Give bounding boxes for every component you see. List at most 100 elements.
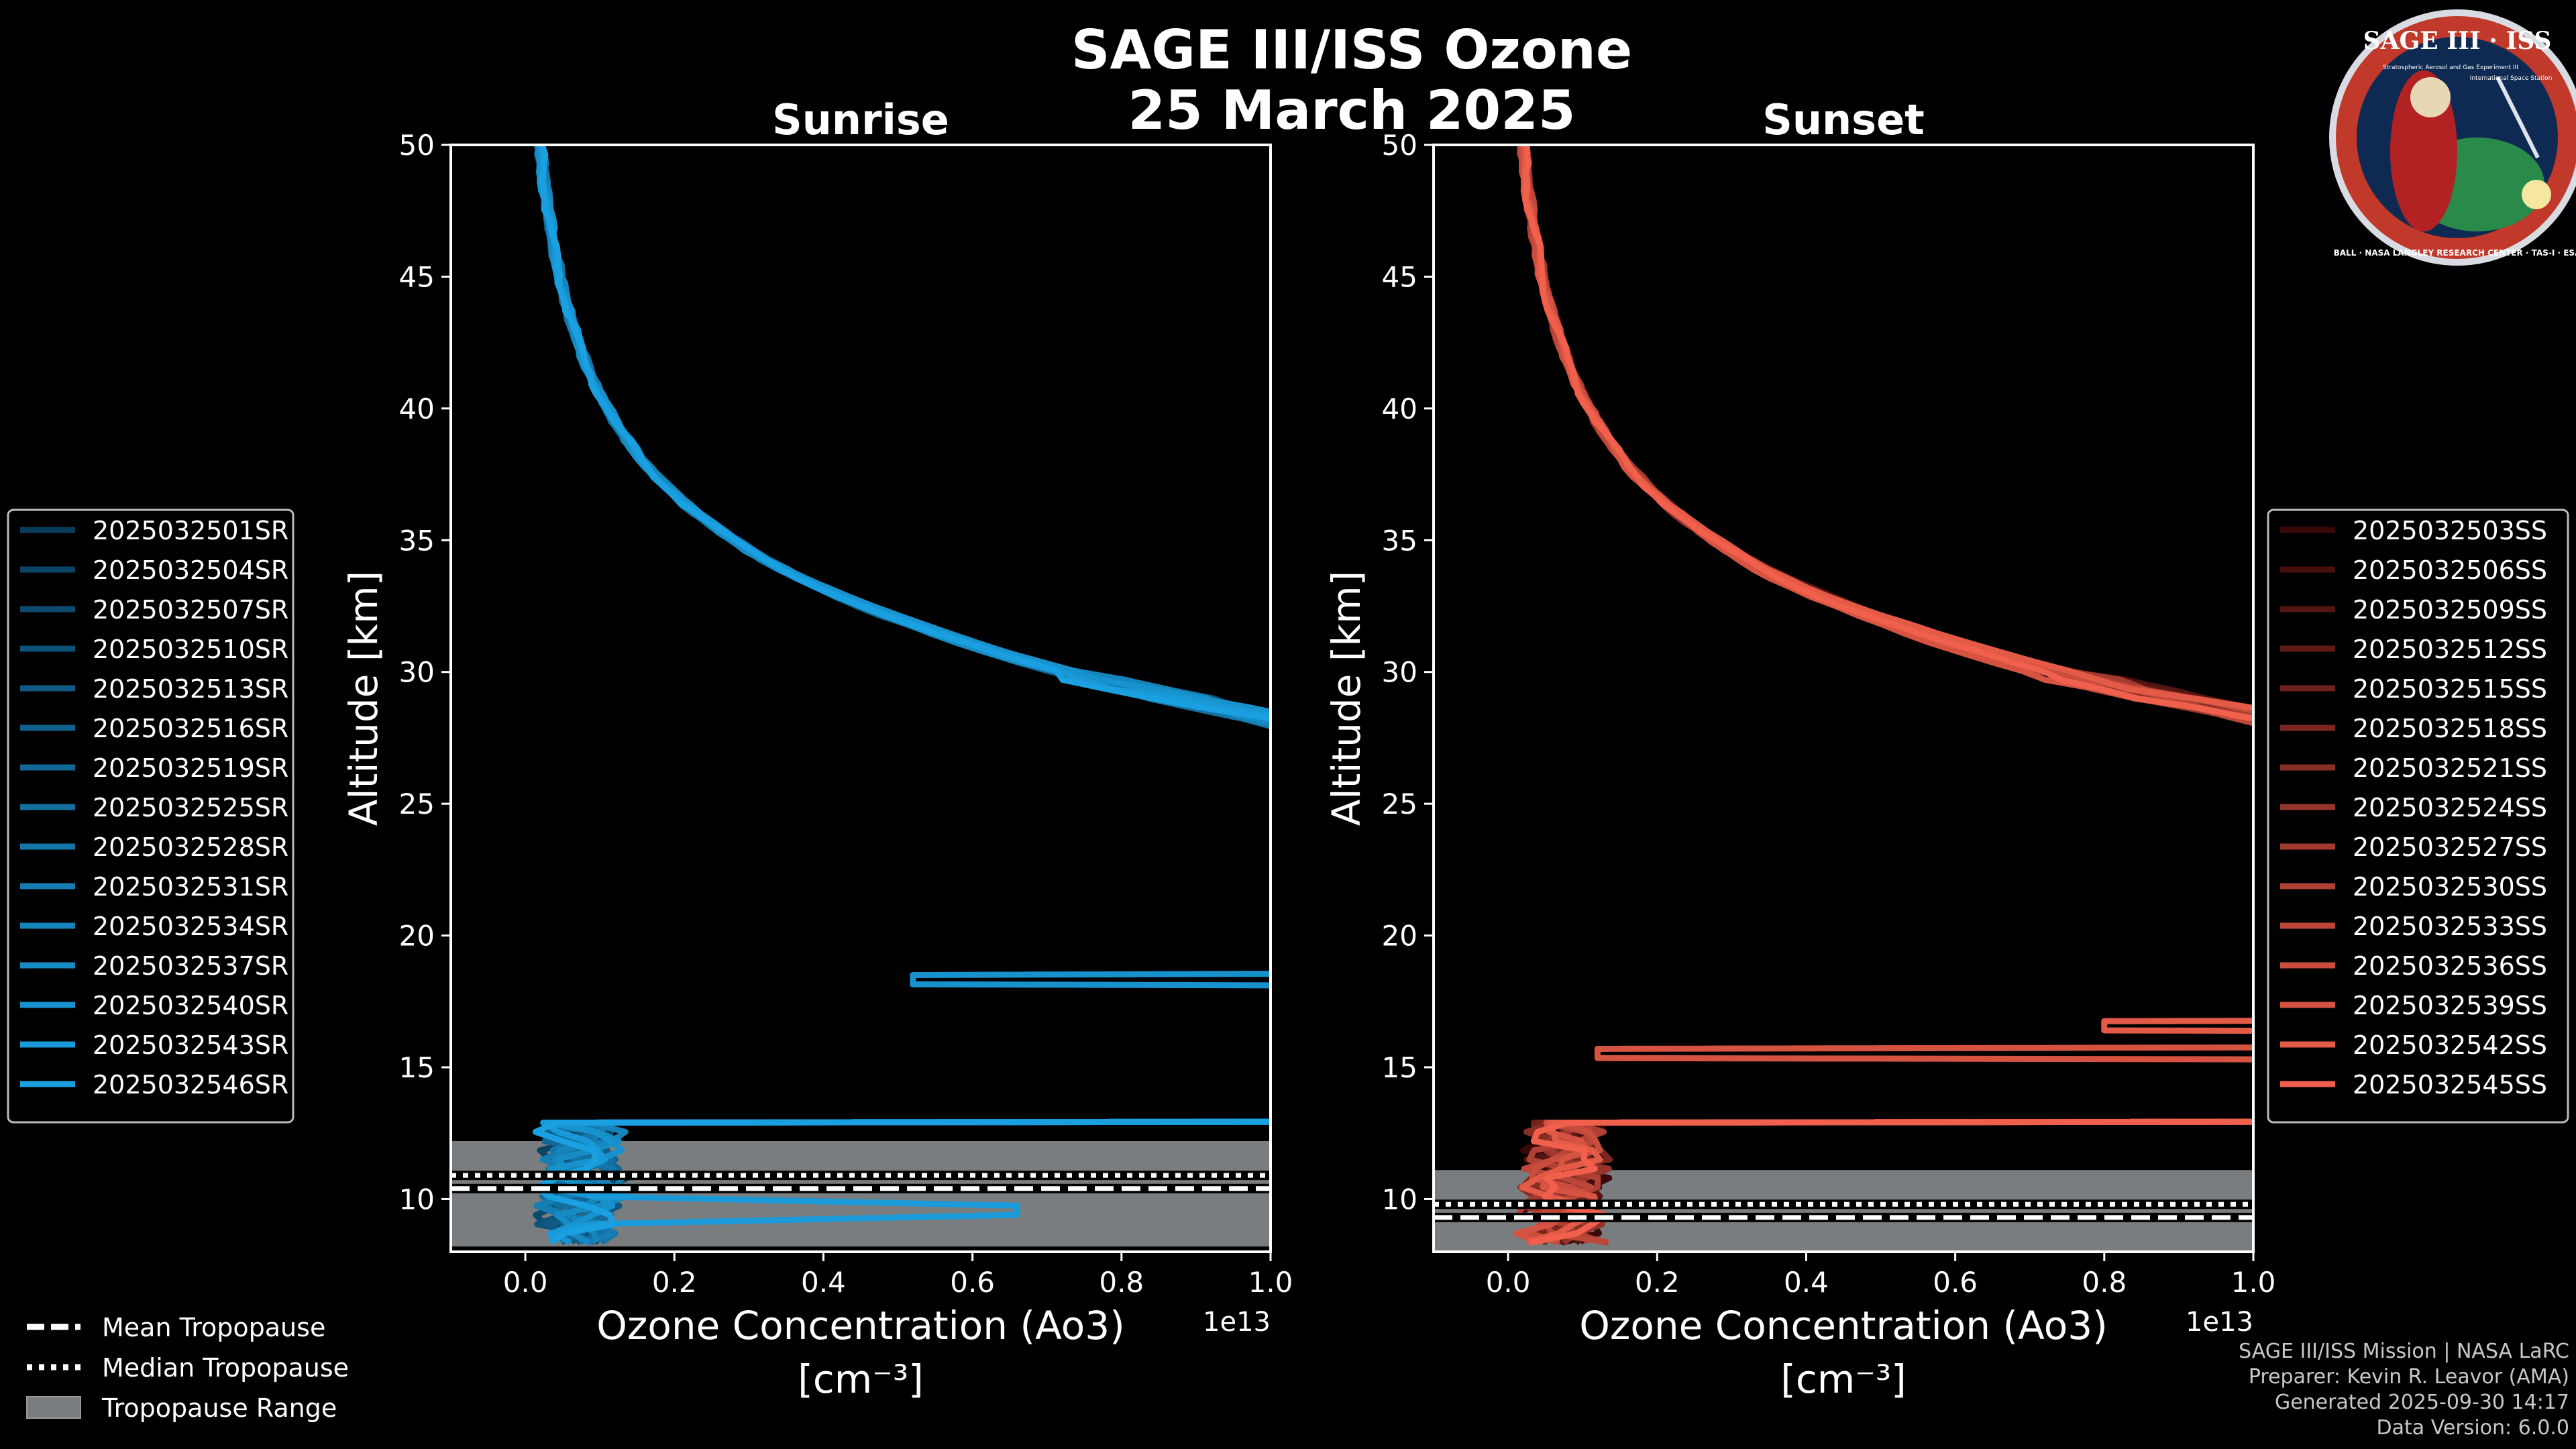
legend-entry-2025032533SS: 2025032533SS bbox=[2353, 912, 2547, 941]
x-offset-label: 1e13 bbox=[2186, 1307, 2253, 1338]
plot-frame bbox=[449, 144, 1272, 1253]
x-tick-label: 1.0 bbox=[1248, 1266, 1293, 1299]
mean-tropopause-label: Mean Tropopause bbox=[102, 1313, 325, 1342]
legend-entry-2025032509SS: 2025032509SS bbox=[2353, 595, 2547, 625]
legend-entry-2025032530SS: 2025032530SS bbox=[2353, 872, 2547, 902]
y-tick-label: 35 bbox=[1382, 524, 1417, 557]
y-tick-label: 15 bbox=[399, 1051, 435, 1084]
mission-logo: SAGE III · ISS Stratospheric Aerosol and… bbox=[2329, 9, 2576, 266]
logo-subtitle: Stratospheric Aerosol and Gas Experiment… bbox=[2383, 64, 2518, 71]
tropopause-range-label: Tropopause Range bbox=[101, 1393, 337, 1423]
x-tick-label: 0.0 bbox=[503, 1266, 548, 1299]
y-tick-label: 40 bbox=[399, 392, 435, 425]
legend-entry-2025032519SR: 2025032519SR bbox=[93, 753, 288, 783]
legend-entry-2025032539SS: 2025032539SS bbox=[2353, 991, 2547, 1020]
y-tick-label: 15 bbox=[1382, 1051, 1417, 1084]
legend-entry-2025032518SS: 2025032518SS bbox=[2353, 714, 2547, 743]
figure-head-icon bbox=[2410, 77, 2451, 117]
legend-entry-2025032512SS: 2025032512SS bbox=[2353, 635, 2547, 664]
x-tick-label: 0.6 bbox=[1933, 1266, 1978, 1299]
sunrise-panel: 0.0 0.2 0.4 0.6 0.8 1.0 10 15 20 25 30 35 40 45 50 1e13… bbox=[341, 95, 1293, 1402]
sunrise-legend: 2025032501SR 2025032504SR 2025032507SR 2025… bbox=[7, 508, 294, 1124]
x-axis-label: Ozone Concentration (Ao3) bbox=[596, 1303, 1125, 1348]
credits-line-4: Data Version: 6.0.0 bbox=[2376, 1416, 2569, 1440]
x-tick-label: 0.8 bbox=[1099, 1266, 1144, 1299]
title-line-2: 25 March 2025 bbox=[1128, 79, 1576, 142]
y-tick-label: 45 bbox=[399, 260, 435, 293]
legend-entry-2025032537SR: 2025032537SR bbox=[93, 951, 288, 981]
legend-entry-2025032513SR: 2025032513SR bbox=[93, 674, 288, 704]
credits-block: SAGE III/ISS Mission | NASA LaRC Prepare… bbox=[2239, 1339, 2569, 1441]
y-tick-label: 25 bbox=[1382, 788, 1417, 820]
sunset-legend: 2025032503SS 2025032506SS 2025032509SS 2025… bbox=[2267, 508, 2569, 1124]
logo-subtitle-2: International Space Station bbox=[2470, 75, 2553, 82]
panel-title: Sunrise bbox=[772, 95, 949, 144]
x-axis-units: [cm⁻³] bbox=[1780, 1356, 1907, 1402]
legend-entry-2025032528SR: 2025032528SR bbox=[93, 833, 288, 862]
legend-entry-2025032525SR: 2025032525SR bbox=[93, 793, 288, 822]
credits-line-1: SAGE III/ISS Mission | NASA LaRC bbox=[2239, 1340, 2569, 1363]
profile-lines bbox=[532, 145, 1271, 1246]
iss-icon bbox=[2496, 76, 2540, 159]
logo-ring-text: BALL · NASA LANGLEY RESEARCH CENTER · TA… bbox=[2334, 248, 2576, 258]
y-tick-label: 45 bbox=[1382, 260, 1417, 293]
panel-title: Sunset bbox=[1762, 95, 1925, 144]
y-tick-label: 10 bbox=[1382, 1183, 1417, 1216]
y-tick-label: 50 bbox=[1382, 129, 1417, 162]
sunset-panel: 0.0 0.2 0.4 0.6 0.8 1.0 10 15 20 25 30 35 40 45 50 1e13… bbox=[1324, 95, 2276, 1402]
tropopause-legend: Mean Tropopause Median Tropopause Tropop… bbox=[26, 1313, 349, 1423]
y-tick-label: 35 bbox=[399, 524, 435, 557]
legend-entry-2025032546SR: 2025032546SR bbox=[93, 1070, 288, 1099]
legend-entry-2025032507SR: 2025032507SR bbox=[93, 595, 288, 625]
title-line-1: SAGE III/ISS Ozone bbox=[1071, 19, 1633, 81]
x-axis-units: [cm⁻³] bbox=[798, 1356, 924, 1402]
x-offset-label: 1e13 bbox=[1203, 1307, 1271, 1338]
y-axis-label: Altitude [km] bbox=[341, 571, 386, 826]
y-tick-label: 30 bbox=[399, 656, 435, 689]
x-tick-label: 0.2 bbox=[1635, 1266, 1680, 1299]
y-tick-label: 40 bbox=[1382, 392, 1417, 425]
legend-entry-2025032543SR: 2025032543SR bbox=[93, 1030, 288, 1060]
x-tick-label: 0.8 bbox=[2082, 1266, 2127, 1299]
legend-entry-2025032504SR: 2025032504SR bbox=[93, 555, 288, 585]
legend-frame bbox=[2267, 508, 2569, 1124]
legend-entry-2025032542SS: 2025032542SS bbox=[2353, 1030, 2547, 1060]
credits-line-3: Generated 2025-09-30 14:17 bbox=[2274, 1391, 2569, 1414]
x-axis-label: Ozone Concentration (Ao3) bbox=[1579, 1303, 2108, 1348]
legend-entry-2025032531SR: 2025032531SR bbox=[93, 872, 288, 902]
x-tick-label: 0.6 bbox=[950, 1266, 995, 1299]
credits-line-2: Preparer: Kevin R. Leavor (AMA) bbox=[2248, 1365, 2569, 1389]
x-tick-label: 0.2 bbox=[652, 1266, 697, 1299]
legend-entry-2025032521SS: 2025032521SS bbox=[2353, 753, 2547, 783]
legend-entry-2025032540SR: 2025032540SR bbox=[93, 991, 288, 1020]
profile-line-2025032545SS bbox=[1522, 145, 2253, 1246]
y-axis-label: Altitude [km] bbox=[1324, 571, 1369, 826]
x-tick-label: 0.4 bbox=[801, 1266, 846, 1299]
plot-frame bbox=[1432, 144, 2255, 1253]
legend-entry-2025032501SR: 2025032501SR bbox=[93, 516, 288, 545]
x-tick-label: 1.0 bbox=[2231, 1266, 2276, 1299]
legend-entry-2025032510SR: 2025032510SR bbox=[93, 635, 288, 664]
median-tropopause-label: Median Tropopause bbox=[102, 1353, 349, 1383]
sun-icon bbox=[2522, 180, 2551, 209]
profile-lines bbox=[1513, 145, 2253, 1246]
x-tick-label: 0.4 bbox=[1784, 1266, 1829, 1299]
profile-line-2025032546SR bbox=[532, 145, 1271, 1246]
y-tick-label: 10 bbox=[399, 1183, 435, 1216]
legend-frame bbox=[7, 508, 294, 1124]
legend-entry-2025032515SS: 2025032515SS bbox=[2353, 674, 2547, 704]
legend-entry-2025032536SS: 2025032536SS bbox=[2353, 951, 2547, 981]
logo-title: SAGE III · ISS bbox=[2363, 27, 2552, 55]
legend-entry-2025032503SS: 2025032503SS bbox=[2353, 516, 2547, 545]
y-tick-label: 25 bbox=[399, 788, 435, 820]
legend-entry-2025032506SS: 2025032506SS bbox=[2353, 555, 2547, 585]
y-tick-label: 30 bbox=[1382, 656, 1417, 689]
x-tick-label: 0.0 bbox=[1486, 1266, 1531, 1299]
figure-title: SAGE III/ISS Ozone 25 March 2025 bbox=[0, 20, 2576, 141]
legend-entry-2025032524SS: 2025032524SS bbox=[2353, 793, 2547, 822]
legend-entry-2025032534SR: 2025032534SR bbox=[93, 912, 288, 941]
tropopause-range-swatch bbox=[26, 1396, 81, 1419]
y-tick-label: 50 bbox=[399, 129, 435, 162]
legend-entry-2025032545SS: 2025032545SS bbox=[2353, 1070, 2547, 1099]
legend-entry-2025032527SS: 2025032527SS bbox=[2353, 833, 2547, 862]
